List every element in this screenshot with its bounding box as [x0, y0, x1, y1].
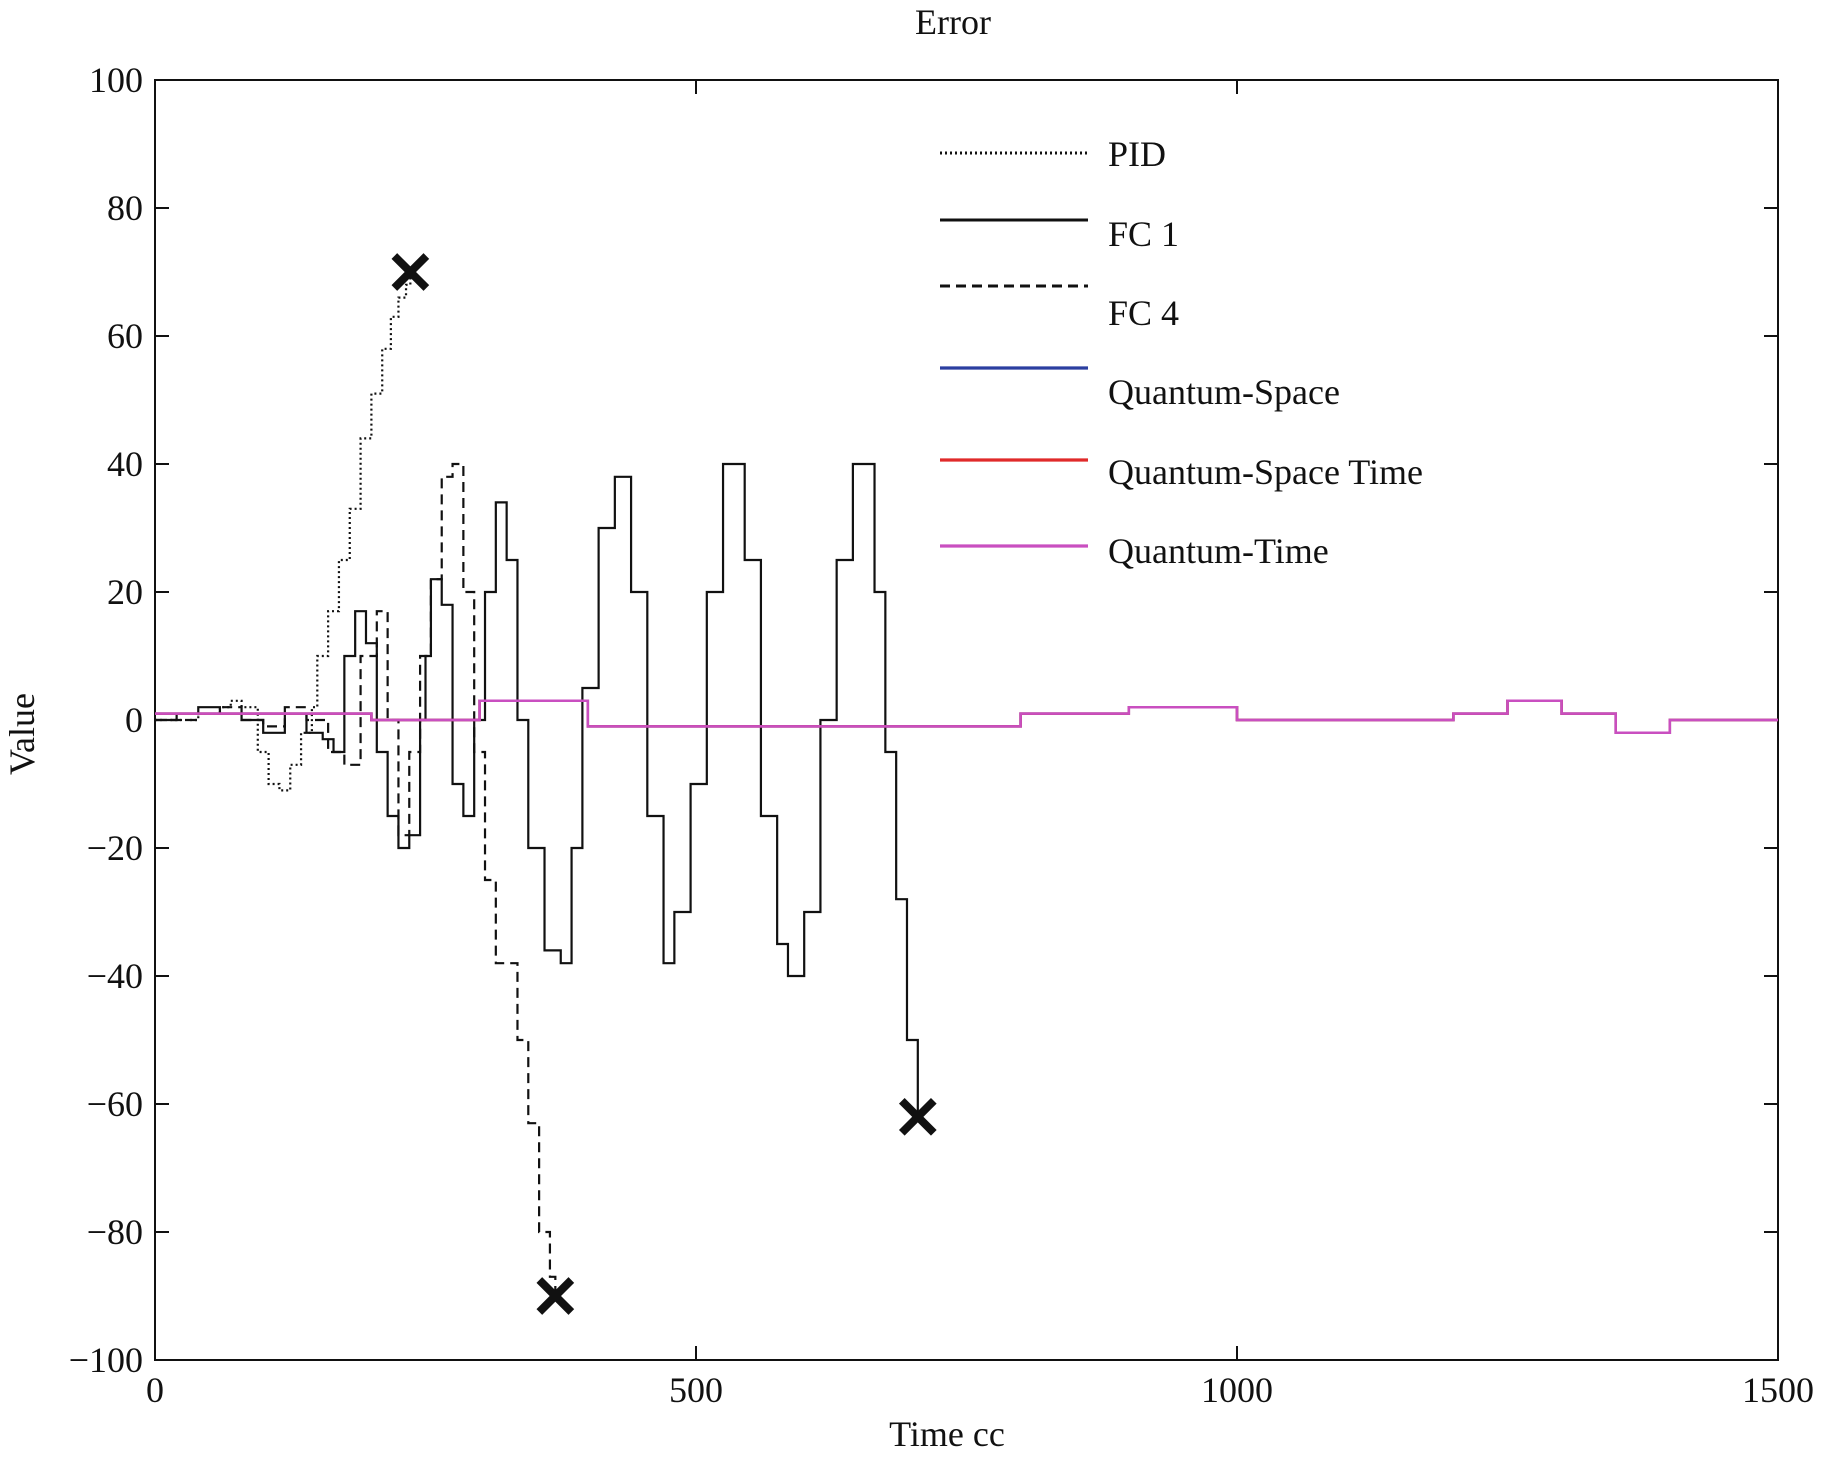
legend-label-pid: PID [1108, 134, 1166, 174]
y-tick-label: 60 [107, 316, 143, 356]
y-tick-label: 20 [107, 572, 143, 612]
end-marker-fc-1 [898, 1097, 937, 1136]
chart-title: Error [915, 2, 991, 42]
y-tick-label: −100 [69, 1340, 143, 1380]
y-tick-label: 40 [107, 444, 143, 484]
y-axis: 100 80 60 40 20 0 −20 −40 −60 −80 −100 [69, 60, 1778, 1380]
end-marker-stroke [898, 1097, 937, 1136]
y-tick-label: −80 [87, 1212, 143, 1252]
end-marker-stroke [391, 253, 430, 291]
legend-label-quantum-time: Quantum-Time [1108, 531, 1329, 571]
y-tick-label: −60 [87, 1084, 143, 1124]
y-tick-label: 0 [125, 700, 143, 740]
y-tick-label: −20 [87, 828, 143, 868]
legend-label-fc-4: FC 4 [1108, 293, 1179, 333]
x-tick-label: 500 [669, 1370, 723, 1410]
x-tick-label: 0 [146, 1370, 164, 1410]
x-tick-label: 1000 [1201, 1370, 1273, 1410]
legend: PID FC 1 FC 4 Quantum-Space Quantum-Space Ti… [940, 134, 1423, 571]
x-axis: 0 500 1000 1500 [146, 80, 1814, 1410]
series-line-pid [155, 272, 412, 792]
y-tick-label: 80 [107, 188, 143, 228]
end-marker-pid [391, 253, 430, 291]
end-marker-stroke [536, 1277, 575, 1315]
x-tick-label: 1500 [1742, 1370, 1814, 1410]
legend-label-quantum-space-time: Quantum-Space Time [1108, 452, 1423, 492]
y-tick-label: −40 [87, 956, 143, 996]
legend-label-quantum-space: Quantum-Space [1108, 372, 1340, 412]
series-line-quantum-time [155, 699, 1778, 735]
series-layer [155, 253, 1778, 1315]
y-axis-label: Value [2, 693, 42, 775]
series-line-fc-4 [155, 462, 557, 1296]
legend-label-fc-1: FC 1 [1108, 214, 1179, 254]
y-tick-label: 100 [89, 60, 143, 100]
end-marker-fc-4 [536, 1277, 575, 1315]
x-axis-label: Time cc [889, 1414, 1005, 1454]
